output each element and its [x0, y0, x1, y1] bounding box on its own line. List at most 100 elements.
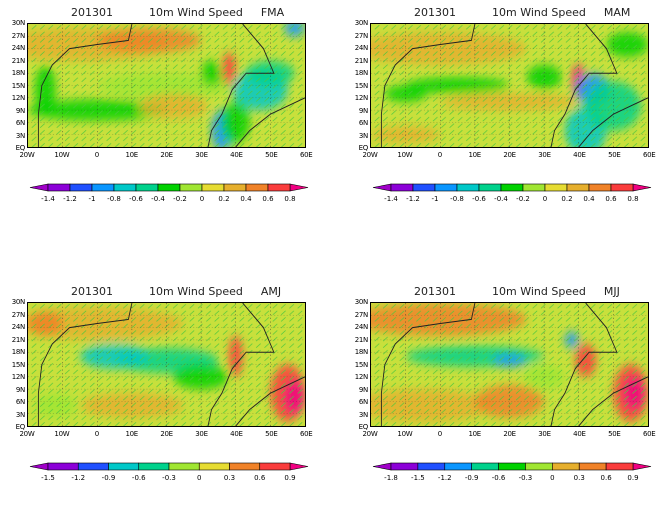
lon-tick-label: 30E	[195, 430, 208, 438]
colorbar-box	[471, 462, 499, 471]
lon-tick-label: 60E	[642, 430, 656, 438]
lat-tick-label: 3N	[358, 410, 368, 419]
colorbar-box	[77, 462, 109, 471]
lon-tick-label: 40E	[230, 151, 243, 159]
colorbar-label: -0.3	[518, 474, 533, 482]
colorbar-label: 0.3	[573, 474, 585, 482]
colorbar-label: -0.9	[464, 474, 479, 482]
colorbar-box	[522, 183, 546, 192]
wind-speed-map	[27, 302, 306, 427]
colorbar-box	[168, 462, 200, 471]
lon-tick-label: 10E	[125, 151, 138, 159]
lat-tick-label: 27N	[11, 310, 26, 319]
colorbar-label: 0.2	[218, 195, 230, 203]
lat-tick-label: 9N	[358, 385, 368, 394]
colorbar-box	[498, 462, 526, 471]
colorbar-box	[544, 183, 568, 192]
colorbar-label: 0	[550, 474, 555, 482]
colorbar-label: -0.8	[107, 195, 121, 203]
colorbar-box	[552, 462, 580, 471]
lat-tick-label: 18N	[354, 69, 369, 77]
lat-tick-label: 15N	[354, 360, 369, 369]
lon-tick-label: 10W	[397, 151, 413, 159]
lon-tick-label: 40E	[573, 151, 586, 159]
colorbar-over-arrow	[632, 462, 652, 471]
colorbar-label: -1.4	[41, 195, 55, 203]
lat-tick-label: 24N	[354, 323, 369, 331]
colorbar-box	[47, 183, 71, 192]
lon-tick-label: 10E	[125, 430, 138, 438]
lat-tick-label: EQ	[15, 423, 26, 431]
colorbar-label: -1.2	[406, 195, 420, 203]
title-variable: 10m Wind Speed	[149, 6, 243, 19]
lat-tick-label: 30N	[354, 298, 369, 306]
lon-tick-label: 60E	[642, 151, 656, 159]
title-variable: 10m Wind Speed	[492, 285, 586, 298]
lat-tick-label: 9N	[15, 106, 25, 115]
colorbar-box	[588, 183, 612, 192]
colorbar-label: -1.2	[437, 474, 452, 482]
lat-tick-label: 21N	[11, 335, 26, 344]
colorbar-label: 0	[199, 195, 205, 203]
colorbar-label: -1.2	[71, 474, 86, 482]
colorbar-box	[578, 462, 607, 471]
colorbar-box	[179, 183, 203, 192]
colorbar-label: 0.9	[627, 474, 639, 482]
colorbar-box	[198, 462, 230, 471]
lon-tick-label: 30E	[538, 430, 551, 438]
colorbar-box	[223, 183, 247, 192]
colorbar-box	[566, 183, 590, 192]
lat-tick-label: 27N	[354, 310, 369, 319]
colorbar-box	[525, 462, 553, 471]
lon-tick-label: 40E	[573, 430, 586, 438]
colorbar-label: -0.3	[162, 474, 176, 482]
title-date: 201301	[71, 285, 113, 298]
colorbar-box	[157, 183, 181, 192]
colorbar-label: -1	[88, 195, 96, 203]
colorbar-label: 0.6	[254, 474, 266, 482]
map-panel-fma: 201301 10m Wind Speed FMA 30N 27N 24N 21N 18N 1…	[0, 0, 333, 245]
colorbar-under-arrow	[29, 183, 49, 192]
title-season: MAM	[603, 6, 631, 19]
map-panel-mam: 201301 10m Wind Speed MAM 30N 27N 24N 21N 18N 1…	[343, 0, 667, 245]
lat-tick-label: 3N	[15, 410, 25, 419]
lon-tick-label: 30E	[538, 151, 551, 159]
colorbar-box	[500, 183, 524, 192]
lon-tick-label: 10E	[468, 430, 481, 438]
colorbar-box	[229, 462, 261, 471]
lat-tick-label: 6N	[358, 398, 368, 406]
colorbar-label: 0	[542, 195, 548, 203]
lon-tick-label: 60E	[299, 430, 313, 438]
colorbar-under-arrow	[372, 183, 392, 192]
colorbar-label: -0.2	[516, 195, 530, 203]
colorbar-under-arrow	[372, 462, 392, 471]
colorbar-label: 0.4	[240, 195, 252, 203]
lat-tick-label: 27N	[11, 31, 26, 40]
wind-speed-map	[370, 23, 649, 148]
colorbar-box	[245, 183, 269, 192]
colorbar-label: -0.8	[450, 195, 464, 203]
lat-tick-label: 15N	[11, 81, 26, 90]
colorbar: -1.4 -1.2 -1 -0.8 -0.6 -0.4 -0.2 0 0.2 0.4 0.6 0.8	[0, 180, 333, 210]
colorbar-box	[138, 462, 170, 471]
panel-title: 201301 10m Wind Speed AMJ	[71, 285, 299, 298]
colorbar-box	[201, 183, 225, 192]
lon-tick-label: 50E	[265, 430, 278, 438]
colorbar-over-arrow	[632, 183, 652, 192]
lon-tick-label: 20W	[362, 151, 378, 159]
lat-tick-label: 18N	[354, 348, 369, 356]
colorbar-box	[444, 462, 472, 471]
colorbar-label: -0.4	[494, 195, 508, 203]
lon-tick-label: 0	[437, 151, 442, 159]
colorbar-label: -1.4	[384, 195, 398, 203]
lon-tick-label: 50E	[608, 430, 621, 438]
colorbar-box	[259, 462, 291, 471]
colorbar-box	[390, 183, 414, 192]
colorbar-box	[267, 183, 291, 192]
colorbar-label: -0.6	[131, 474, 146, 482]
lat-tick-label: 24N	[11, 44, 26, 52]
colorbar-box	[108, 462, 140, 471]
lat-tick-label: 21N	[11, 56, 26, 65]
colorbar: -1.8 -1.5 -1.2 -0.9 -0.6 -0.3 0 0.3 0.6 0.9	[343, 459, 667, 489]
title-season: AMJ	[260, 285, 282, 298]
